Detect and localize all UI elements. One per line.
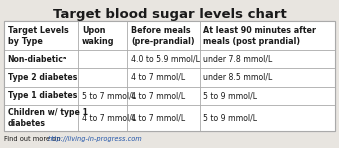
- Text: At least 90 minutes after
meals (post prandial): At least 90 minutes after meals (post pr…: [203, 26, 316, 46]
- Text: Before meals
(pre-prandial): Before meals (pre-prandial): [131, 26, 195, 46]
- Bar: [4, 21, 335, 131]
- Text: Non-diabeticᵃ: Non-diabeticᵃ: [7, 55, 67, 64]
- Text: 4 to 7 mmol/L: 4 to 7 mmol/L: [131, 113, 185, 122]
- Text: Target Levels
by Type: Target Levels by Type: [7, 26, 68, 46]
- Text: Upon
waking: Upon waking: [82, 26, 115, 46]
- Text: 4 to 7 mmol/L: 4 to 7 mmol/L: [131, 91, 185, 100]
- Bar: [4, 21, 335, 131]
- Text: 4 to 7 mmol/L: 4 to 7 mmol/L: [82, 113, 136, 122]
- Text: http://living-in-progress.com: http://living-in-progress.com: [48, 136, 143, 142]
- Text: 4 to 7 mmol/L: 4 to 7 mmol/L: [131, 73, 185, 82]
- Text: 5 to 9 mmol/L: 5 to 9 mmol/L: [203, 91, 257, 100]
- Text: Target blood sugar levels chart: Target blood sugar levels chart: [53, 8, 286, 21]
- Text: Children w/ type 1
diabetes: Children w/ type 1 diabetes: [7, 108, 87, 128]
- Text: Find out more on: Find out more on: [4, 136, 63, 142]
- Text: Type 2 diabetes: Type 2 diabetes: [7, 73, 77, 82]
- Text: 5 to 9 mmol/L: 5 to 9 mmol/L: [203, 113, 257, 122]
- Text: 4.0 to 5.9 mmol/L: 4.0 to 5.9 mmol/L: [131, 55, 200, 64]
- Text: Type 1 diabetes: Type 1 diabetes: [7, 91, 77, 100]
- Text: under 7.8 mmol/L: under 7.8 mmol/L: [203, 55, 272, 64]
- Text: 5 to 7 mmol/L: 5 to 7 mmol/L: [82, 91, 136, 100]
- Text: under 8.5 mmol/L: under 8.5 mmol/L: [203, 73, 272, 82]
